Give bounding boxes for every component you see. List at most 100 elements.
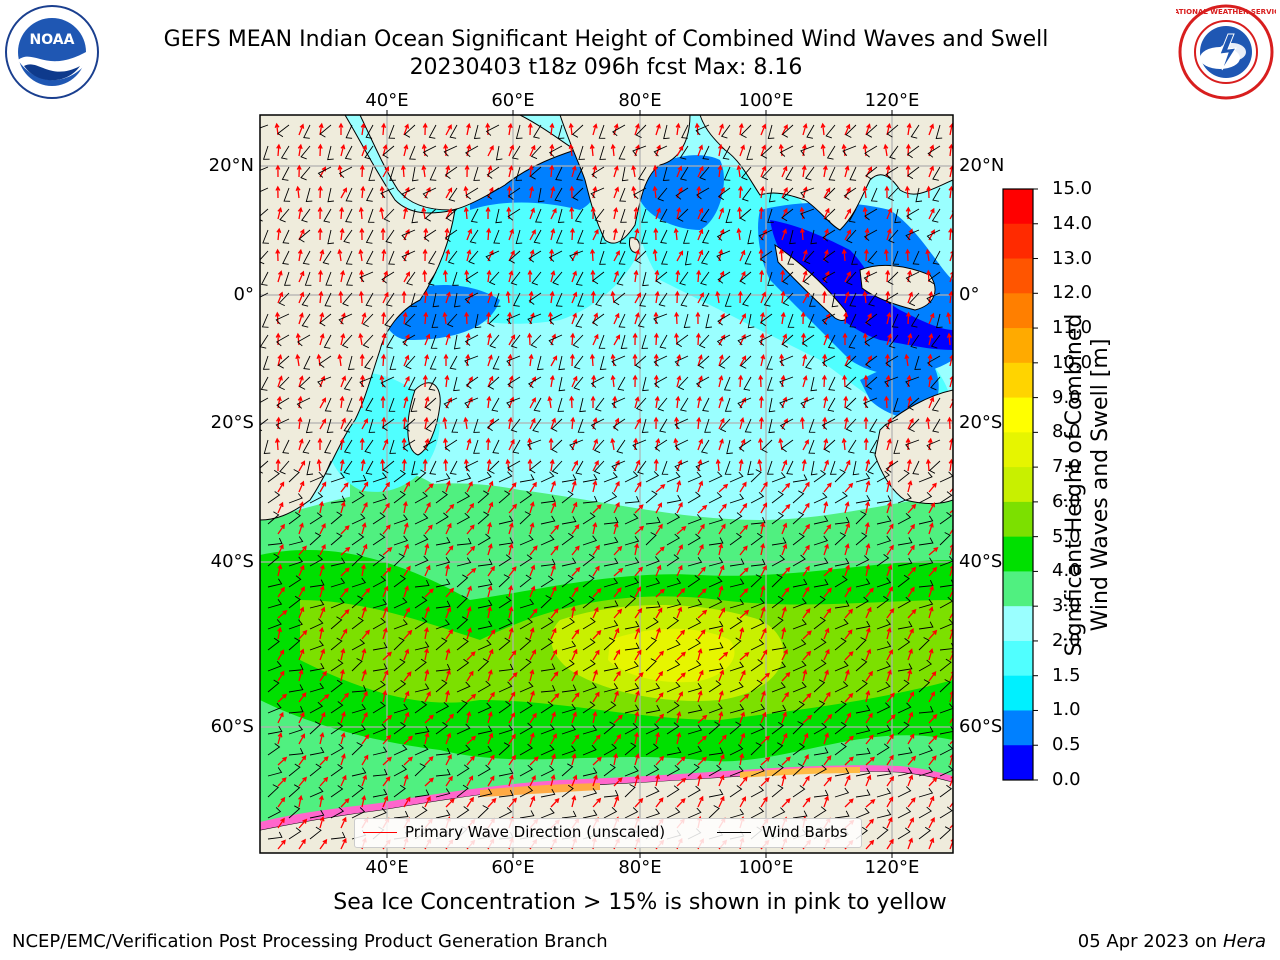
wind-barb (506, 313, 521, 325)
wave-direction-arrow (823, 776, 832, 787)
wind-barb (443, 397, 458, 409)
wind-barb (876, 702, 891, 714)
wave-direction-arrow (592, 312, 599, 325)
wind-barb (702, 145, 710, 160)
wind-barb (894, 208, 901, 224)
wave-direction-arrow (676, 501, 683, 514)
wave-direction-arrow (487, 732, 494, 745)
wave-direction-arrow (613, 587, 622, 598)
wave-direction-arrow (697, 354, 703, 367)
wind-barb (865, 313, 878, 327)
wave-direction-arrow (360, 458, 366, 472)
wind-barb (555, 229, 563, 244)
wave-direction-arrow (318, 122, 324, 136)
wind-barb (304, 271, 312, 286)
wind-barb (864, 145, 878, 158)
wind-barb (498, 515, 514, 525)
wave-direction-arrow (904, 185, 910, 199)
wave-direction-arrow (885, 269, 891, 283)
wind-barb (750, 806, 765, 819)
wind-barb (939, 642, 953, 651)
wave-direction-arrow (424, 542, 430, 556)
wave-direction-arrow (445, 713, 454, 724)
wave-direction-arrow (758, 416, 764, 430)
wave-direction-arrow (823, 713, 833, 724)
wave-direction-arrow (907, 797, 916, 808)
wave-direction-arrow (739, 524, 749, 535)
wind-barb (405, 355, 416, 370)
wind-barb (849, 292, 857, 307)
wave-direction-arrow (823, 755, 832, 766)
wave-direction-arrow (634, 418, 641, 430)
wind-barb (918, 706, 934, 714)
wave-direction-arrow (886, 796, 894, 808)
wind-barb (679, 166, 689, 181)
wind-barb (863, 397, 878, 409)
wave-direction-arrow (529, 522, 535, 535)
wind-barb (834, 618, 849, 630)
wind-barb (388, 397, 396, 412)
wave-direction-arrow (319, 694, 330, 703)
nws-logo: NATIONAL WEATHER SERVICE (1176, 4, 1276, 100)
wind-barb (654, 439, 668, 452)
wave-direction-arrow (340, 608, 350, 619)
wind-barb (435, 600, 451, 609)
wave-direction-arrow (886, 649, 893, 661)
wave-direction-arrow (529, 229, 536, 241)
wind-barb (743, 376, 752, 391)
wind-barb (834, 637, 847, 651)
wave-direction-arrow (697, 690, 703, 703)
wave-direction-arrow (613, 608, 623, 619)
wave-direction-arrow (358, 332, 364, 346)
wave-direction-arrow (359, 227, 365, 241)
wave-direction-arrow (676, 564, 683, 577)
wave-direction-arrow (340, 417, 347, 430)
wave-direction-arrow (424, 483, 434, 493)
wind-barb (855, 704, 871, 714)
wind-barb (528, 250, 542, 263)
wind-barb (414, 763, 426, 777)
wave-direction-arrow (697, 144, 704, 157)
wind-barb (281, 166, 290, 181)
wave-direction-arrow (571, 460, 578, 472)
wind-barb (431, 313, 439, 328)
wind-barb (456, 574, 469, 588)
wave-direction-arrow (718, 651, 729, 661)
wave-direction-arrow (655, 692, 664, 703)
wind-barb (726, 439, 733, 455)
wave-direction-arrow (758, 206, 764, 220)
wind-barb (576, 166, 584, 181)
wave-direction-arrow (276, 143, 282, 157)
wind-barb (309, 809, 325, 819)
wave-direction-arrow (319, 816, 325, 829)
wave-direction-arrow (298, 794, 303, 808)
wave-direction-arrow (592, 228, 599, 241)
wind-barb (351, 638, 366, 651)
wave-direction-arrow (739, 752, 745, 766)
wave-direction-arrow (653, 416, 659, 430)
wave-direction-arrow (884, 185, 890, 199)
wave-direction-arrow (298, 733, 305, 745)
wind-barb (330, 701, 344, 714)
wind-barb (886, 124, 899, 138)
wind-barb (435, 788, 451, 798)
wind-barb (918, 557, 934, 567)
wave-direction-arrow (928, 816, 935, 829)
wind-barb (279, 460, 290, 475)
wind-barb (389, 355, 397, 370)
wave-direction-arrow (298, 606, 305, 619)
wind-barb (659, 418, 668, 433)
wind-barb (666, 660, 681, 672)
wave-direction-arrow (801, 164, 807, 178)
wave-direction-arrow (738, 458, 744, 472)
wind-barb (695, 376, 710, 389)
wave-direction-arrow (634, 504, 644, 514)
wind-barb (486, 418, 500, 432)
wind-barb (907, 397, 920, 411)
wind-barb (792, 598, 807, 609)
wave-direction-arrow (508, 754, 516, 766)
wave-direction-arrow (508, 650, 517, 661)
wind-barb (435, 701, 450, 714)
wind-barb (887, 271, 899, 285)
wind-barb (747, 229, 754, 245)
